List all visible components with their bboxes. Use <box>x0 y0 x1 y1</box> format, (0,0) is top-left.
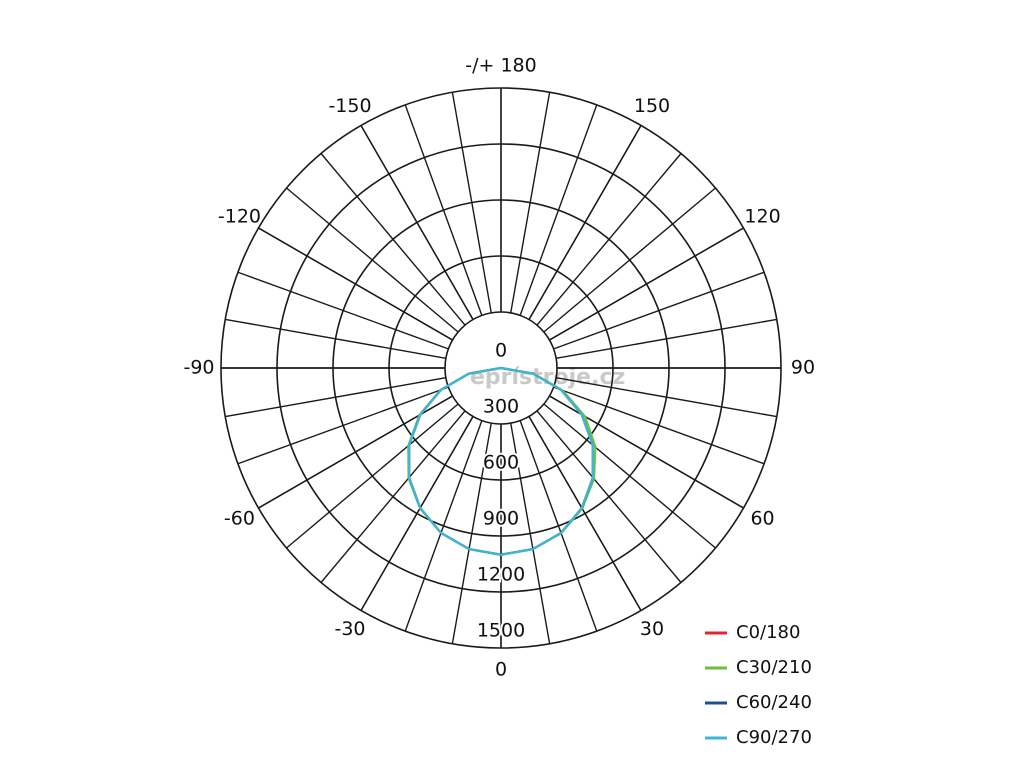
legend-label: C60/240 <box>736 692 812 713</box>
ring <box>276 143 726 593</box>
legend-label: C0/180 <box>736 622 800 643</box>
r-tick-label: 600 <box>483 452 519 474</box>
angle-tick-label: -90 <box>183 357 214 379</box>
r-tick-label: 300 <box>483 396 519 418</box>
r-tick-label: 0 <box>495 340 507 362</box>
angle-tick-label: 0 <box>495 659 507 681</box>
ring <box>388 255 614 481</box>
ring <box>220 87 782 649</box>
angle-tick-label: -60 <box>224 508 255 530</box>
angle-tick-label: 120 <box>744 206 780 228</box>
angle-tick-label: -30 <box>334 618 365 640</box>
r-tick-label: 900 <box>483 508 519 530</box>
legend-label: C30/210 <box>736 657 812 678</box>
angle-tick-label: 30 <box>640 618 664 640</box>
angle-tick-label: -/+ 180 <box>465 55 536 77</box>
angle-tick-label: 150 <box>634 95 670 117</box>
angle-tick-label: -150 <box>328 95 371 117</box>
ring <box>332 199 670 537</box>
angle-tick-label: -120 <box>218 206 261 228</box>
r-tick-label: 1500 <box>477 620 525 642</box>
r-tick-label: 1200 <box>477 564 525 586</box>
legend-label: C90/270 <box>736 727 812 748</box>
angle-tick-label: 90 <box>791 357 815 379</box>
angle-tick-label: 60 <box>750 508 774 530</box>
series-curve <box>408 366 594 556</box>
ring <box>444 311 558 425</box>
